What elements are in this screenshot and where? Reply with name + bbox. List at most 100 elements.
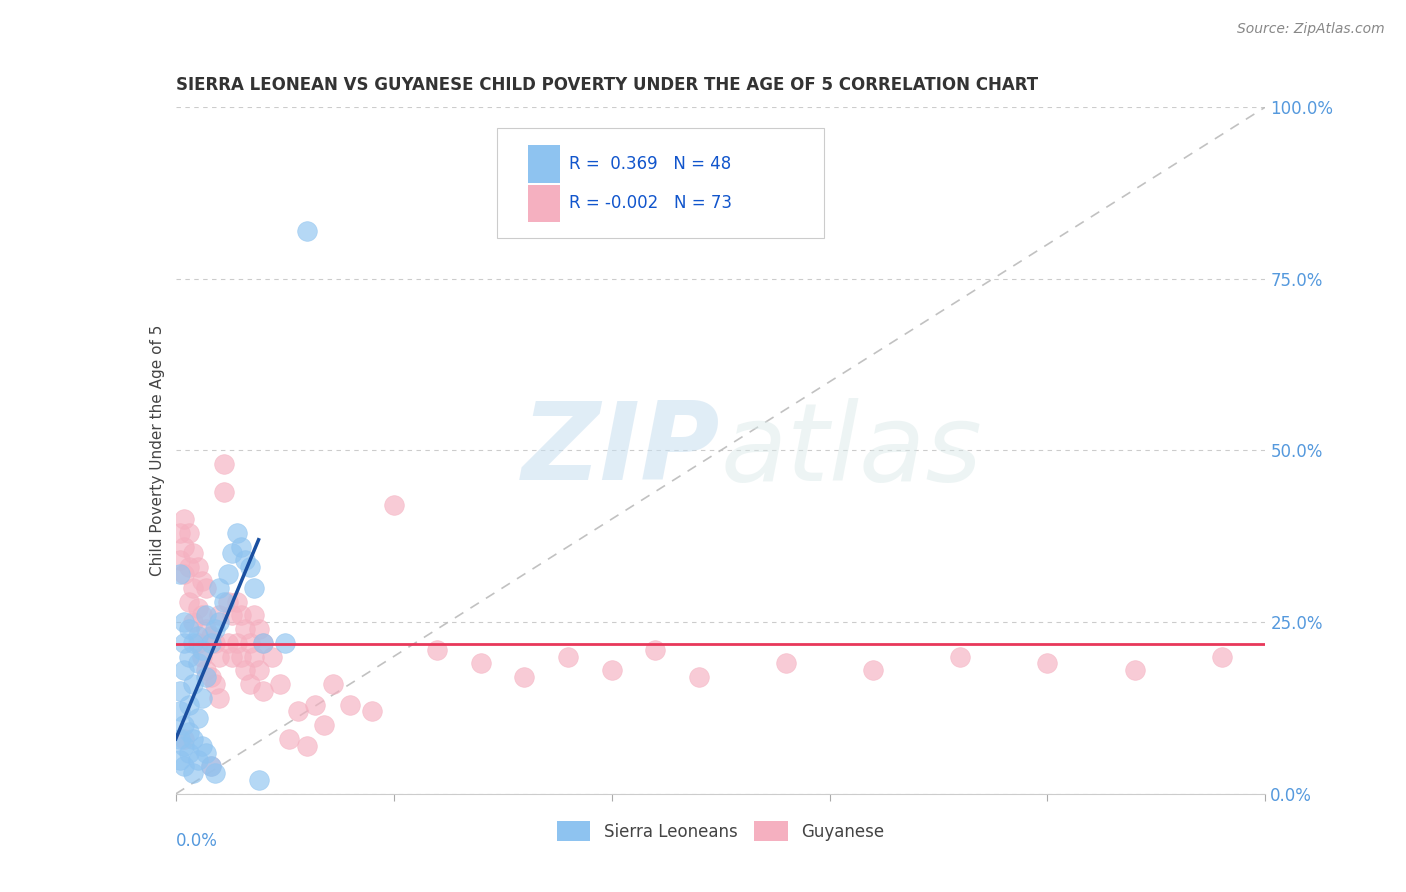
- Point: [208, 581, 231, 595]
- Point: [204, 766, 226, 780]
- FancyBboxPatch shape: [527, 185, 561, 222]
- Point: [195, 746, 218, 760]
- Point: [1211, 649, 1233, 664]
- Point: [177, 622, 200, 636]
- Point: [204, 636, 226, 650]
- Point: [208, 608, 231, 623]
- Point: [862, 663, 884, 677]
- Point: [195, 622, 218, 636]
- Point: [217, 567, 239, 582]
- Point: [173, 718, 195, 732]
- Point: [173, 759, 195, 773]
- Point: [225, 594, 247, 608]
- Point: [191, 574, 214, 588]
- Point: [225, 636, 247, 650]
- Point: [173, 512, 195, 526]
- Point: [191, 608, 214, 623]
- Point: [212, 594, 235, 608]
- Point: [200, 636, 222, 650]
- Point: [231, 608, 253, 623]
- Point: [322, 677, 344, 691]
- Point: [191, 739, 214, 753]
- Y-axis label: Child Poverty Under the Age of 5: Child Poverty Under the Age of 5: [149, 325, 165, 576]
- Point: [181, 766, 204, 780]
- Point: [235, 663, 257, 677]
- Text: atlas: atlas: [721, 398, 983, 503]
- Point: [212, 484, 235, 499]
- Point: [186, 753, 209, 767]
- Point: [252, 683, 274, 698]
- FancyBboxPatch shape: [527, 145, 561, 183]
- Point: [775, 657, 797, 671]
- Point: [382, 499, 405, 513]
- Legend: Sierra Leoneans, Guyanese: Sierra Leoneans, Guyanese: [551, 814, 890, 847]
- Point: [239, 636, 262, 650]
- Text: R = -0.002   N = 73: R = -0.002 N = 73: [569, 194, 733, 212]
- Point: [557, 649, 579, 664]
- Point: [200, 759, 222, 773]
- Point: [169, 731, 191, 746]
- Point: [195, 670, 218, 684]
- Point: [235, 553, 257, 567]
- Text: 0.0%: 0.0%: [176, 831, 218, 850]
- Point: [231, 540, 253, 554]
- Point: [949, 649, 972, 664]
- Point: [217, 594, 239, 608]
- Point: [252, 636, 274, 650]
- Point: [274, 636, 297, 650]
- Point: [195, 581, 218, 595]
- Point: [173, 540, 195, 554]
- Point: [247, 622, 270, 636]
- Point: [247, 663, 270, 677]
- Point: [169, 683, 191, 698]
- Point: [208, 690, 231, 705]
- Point: [221, 608, 243, 623]
- Point: [225, 525, 247, 540]
- Point: [169, 525, 191, 540]
- Point: [304, 698, 326, 712]
- Point: [169, 705, 191, 719]
- Point: [360, 705, 382, 719]
- Point: [186, 560, 209, 574]
- Point: [208, 649, 231, 664]
- Point: [200, 629, 222, 643]
- Point: [204, 677, 226, 691]
- Point: [181, 581, 204, 595]
- Point: [235, 622, 257, 636]
- Point: [217, 636, 239, 650]
- Point: [181, 636, 204, 650]
- Point: [1123, 663, 1146, 677]
- Text: ZIP: ZIP: [522, 398, 721, 503]
- Point: [169, 753, 191, 767]
- Point: [186, 601, 209, 615]
- FancyBboxPatch shape: [498, 128, 824, 237]
- Point: [231, 649, 253, 664]
- Point: [191, 649, 214, 664]
- Point: [195, 608, 218, 623]
- Point: [200, 670, 222, 684]
- Point: [243, 608, 266, 623]
- Point: [252, 636, 274, 650]
- Point: [513, 670, 536, 684]
- Point: [221, 546, 243, 561]
- Point: [644, 642, 666, 657]
- Text: SIERRA LEONEAN VS GUYANESE CHILD POVERTY UNDER THE AGE OF 5 CORRELATION CHART: SIERRA LEONEAN VS GUYANESE CHILD POVERTY…: [176, 77, 1038, 95]
- Point: [173, 739, 195, 753]
- Point: [243, 649, 266, 664]
- Point: [195, 663, 218, 677]
- Point: [177, 698, 200, 712]
- Point: [339, 698, 361, 712]
- Point: [221, 649, 243, 664]
- Point: [247, 773, 270, 788]
- Point: [600, 663, 623, 677]
- Point: [173, 615, 195, 630]
- Point: [426, 642, 449, 657]
- Point: [181, 546, 204, 561]
- Point: [260, 649, 283, 664]
- Point: [287, 705, 309, 719]
- Point: [173, 636, 195, 650]
- Point: [181, 677, 204, 691]
- Point: [177, 594, 200, 608]
- Text: Source: ZipAtlas.com: Source: ZipAtlas.com: [1237, 22, 1385, 37]
- Point: [239, 560, 262, 574]
